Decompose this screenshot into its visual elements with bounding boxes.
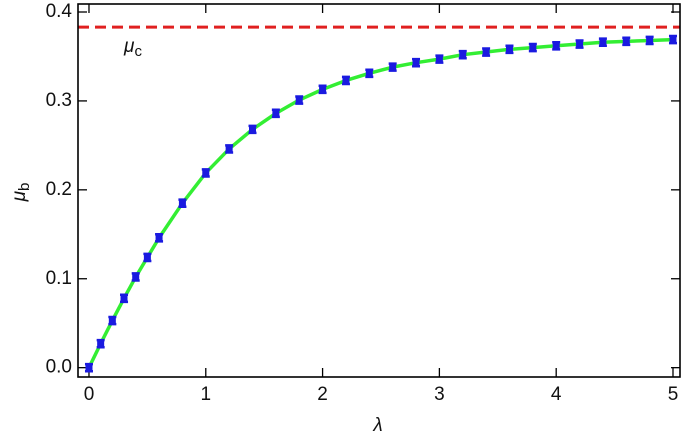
y-axis-label: μb bbox=[9, 183, 33, 203]
data-point bbox=[97, 340, 105, 348]
data-point bbox=[435, 55, 443, 63]
data-point bbox=[482, 48, 490, 56]
plot-frame bbox=[77, 3, 681, 378]
x-tick-label: 0 bbox=[84, 384, 95, 405]
x-tick-label: 2 bbox=[317, 384, 328, 405]
data-point bbox=[108, 317, 116, 325]
fit-line bbox=[87, 37, 674, 369]
data-point bbox=[249, 125, 257, 133]
y-tick-label: 0.4 bbox=[46, 1, 73, 22]
y-label-sub: b bbox=[16, 183, 33, 191]
y-tick-label: 0.1 bbox=[46, 268, 72, 289]
y-label-main: μ bbox=[9, 190, 30, 202]
data-point bbox=[85, 364, 93, 372]
data-point bbox=[365, 69, 373, 77]
x-tick-label: 5 bbox=[668, 384, 679, 405]
y-tick-label: 0.3 bbox=[46, 90, 72, 111]
data-point bbox=[669, 36, 677, 44]
data-point bbox=[120, 294, 128, 302]
y-tick-label: 0.0 bbox=[46, 357, 72, 378]
data-point bbox=[342, 76, 350, 84]
data-point bbox=[389, 63, 397, 71]
data-point bbox=[529, 44, 537, 52]
data-point bbox=[552, 42, 560, 50]
data-point bbox=[143, 253, 151, 261]
data-point bbox=[319, 85, 327, 93]
data-point bbox=[178, 199, 186, 207]
data-point bbox=[505, 45, 513, 53]
x-tick-label: 3 bbox=[434, 384, 445, 405]
data-point bbox=[155, 234, 163, 242]
data-point bbox=[272, 109, 280, 117]
x-tick-label: 4 bbox=[551, 384, 562, 405]
data-point bbox=[576, 40, 584, 48]
data-point bbox=[202, 169, 210, 177]
data-point bbox=[225, 145, 233, 153]
data-point bbox=[132, 273, 140, 281]
data-point bbox=[295, 96, 303, 104]
reference-label: μc bbox=[123, 36, 142, 60]
reference-label-sub: c bbox=[134, 43, 142, 60]
reference-label-main: μ bbox=[123, 36, 135, 57]
data-point bbox=[459, 51, 467, 59]
data-point bbox=[622, 37, 630, 45]
x-axis-label: λ bbox=[372, 415, 382, 436]
data-point bbox=[646, 36, 654, 44]
y-tick-label: 0.2 bbox=[46, 179, 72, 200]
x-tick-label: 1 bbox=[200, 384, 211, 405]
data-point bbox=[412, 59, 420, 67]
data-point bbox=[599, 38, 607, 46]
